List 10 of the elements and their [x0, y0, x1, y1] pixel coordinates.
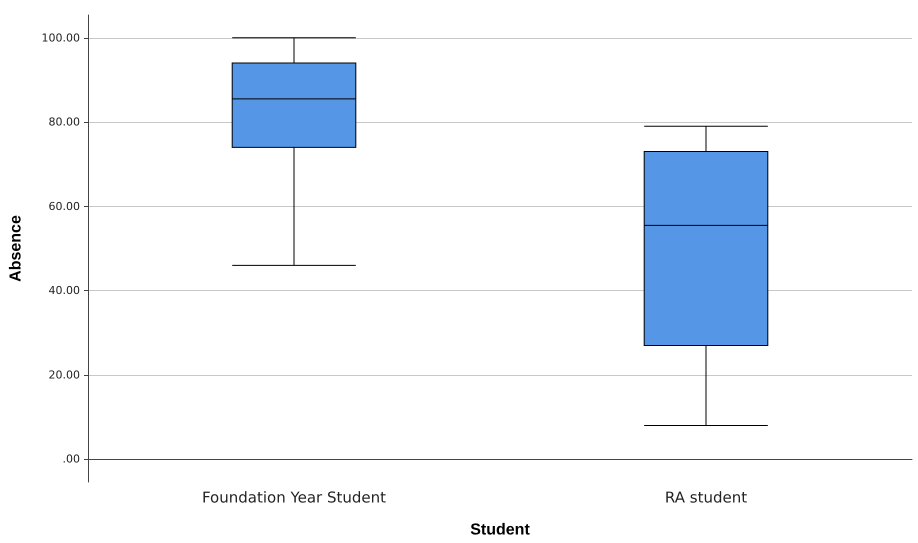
y-tick-label: 80.00: [48, 116, 80, 129]
y-tick-label: 40.00: [48, 284, 80, 298]
y-tick-label: .00: [62, 452, 80, 466]
x-tick-label: Foundation Year Student: [202, 488, 386, 506]
y-axis-title: Absence: [8, 215, 24, 282]
x-tick-label: RA student: [664, 488, 748, 506]
y-tick-label: 60.00: [48, 200, 80, 213]
y-tick-label: 100.00: [42, 31, 80, 44]
y-tick-label: 20.00: [48, 368, 80, 382]
x-axis-title: Student: [470, 522, 530, 538]
